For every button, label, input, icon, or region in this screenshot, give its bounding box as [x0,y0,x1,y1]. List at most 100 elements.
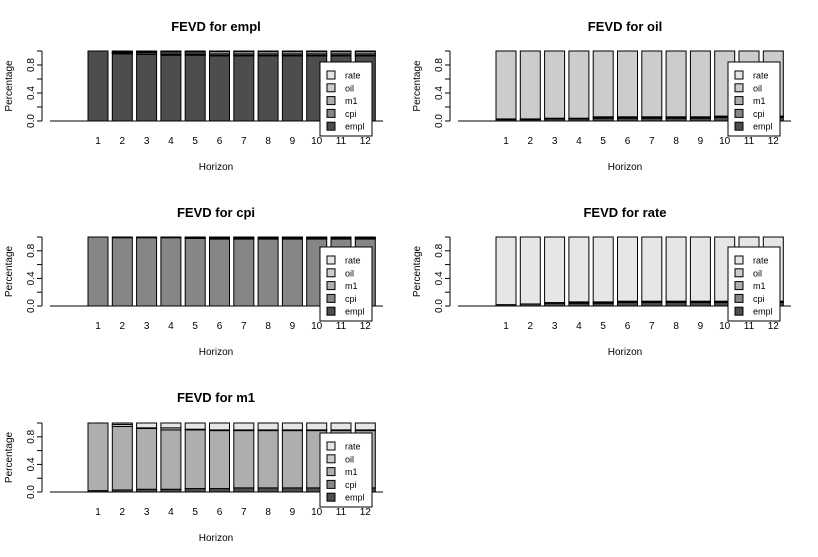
legend-swatch-m1 [326,281,336,291]
legend-label-cpi: cpi [345,294,357,304]
bar-segment-oil [519,50,541,120]
bar-segment-rate [354,236,376,239]
bar-segment-rate [160,50,182,53]
x-tick-label: 11 [336,321,347,332]
legend-label-oil: oil [345,454,354,464]
bar-segment-m1 [87,422,109,492]
legend-swatch-m1 [734,281,744,291]
bar-segment-rate [136,50,158,53]
x-tick-label: 10 [311,136,323,147]
y-axis-label: Percentage [4,245,15,297]
bar-segment-rate [330,422,352,431]
legend-swatch-empl [326,121,336,131]
legend-swatch-rate [326,255,336,265]
bar-segment-empl [184,488,206,493]
bar-segment-rate [209,50,230,53]
bar-segment-empl [111,53,133,122]
bar-segment-oil [544,50,566,119]
bar-segment-rate [184,422,206,430]
x-tick-label: 1 [95,507,101,518]
x-tick-label: 12 [768,321,780,332]
chart-title: FEVD for cpi [177,205,255,220]
legend-swatch-oil [326,83,336,93]
legend-label-oil: oil [345,268,354,278]
bar-segment-rate [689,236,711,302]
legend-label-m1: m1 [753,96,766,106]
bar-segment-empl [257,55,279,122]
y-axis-label: Percentage [4,60,15,112]
x-tick-label: 5 [600,136,606,147]
bar-segment-rate [354,50,376,53]
legend-label-empl: empl [345,307,365,317]
bar-segment-rate [184,236,206,239]
legend-swatch-oil [734,83,744,93]
bar-segment-empl [665,302,687,307]
bar-segment-cpi [111,237,133,307]
x-tick-label: 4 [576,136,582,147]
legend-swatch-empl [326,492,336,502]
legend-label-oil: oil [345,83,354,93]
x-tick-label: 12 [768,136,780,147]
x-tick-label: 2 [528,136,534,147]
legend-label-empl: empl [345,122,365,132]
bar-segment-rate [257,422,279,431]
x-tick-label: 2 [120,507,126,518]
bar-segment-rate [111,50,133,53]
legend-label-empl: empl [753,122,773,132]
bar-segment-rate [233,422,255,431]
legend-label-empl: empl [753,307,773,317]
bar-segment-cpi [209,238,230,307]
x-tick-label: 12 [360,507,372,518]
y-tick-label: 0.0 [26,114,37,128]
x-tick-label: 2 [528,321,534,332]
bar-segment-rate [233,236,255,239]
x-tick-label: 3 [144,136,150,147]
bar-segment-empl [209,55,230,122]
y-tick-label: 0.8 [26,58,37,72]
x-tick-label: 1 [95,136,101,147]
bar-segment-m1 [136,428,158,490]
bar-segment-rate [111,422,133,425]
legend-label-cpi: cpi [345,480,357,490]
bar-segment-empl [257,487,279,493]
bar-segment-rate [665,236,687,302]
legend-swatch-cpi [326,108,336,118]
y-tick-label: 0.8 [26,429,37,443]
bar-segment-rate [209,422,230,431]
bar-segment-rate [592,236,614,303]
bar-segment-rate [160,236,182,239]
bar-segment-m1 [281,430,303,489]
y-tick-label: 0.0 [26,485,37,499]
x-tick-label: 12 [360,136,372,147]
legend-swatch-cpi [734,108,744,118]
bar-segment-rate [281,422,303,431]
y-tick-label: 0.4 [26,457,37,471]
x-tick-label: 2 [120,321,126,332]
y-tick-label: 0.8 [26,243,37,257]
bar-segment-oil [617,50,638,118]
y-axis-label: Percentage [412,60,423,112]
x-tick-label: 10 [311,507,323,518]
x-tick-label: 8 [265,321,271,332]
bar-segment-rate [354,422,376,431]
x-axis-label: Horizon [199,533,233,544]
legend-swatch-m1 [326,467,336,477]
x-axis-label: Horizon [199,162,233,173]
x-tick-label: 6 [625,321,631,332]
y-tick-label: 0.4 [26,271,37,285]
x-tick-label: 11 [744,321,755,332]
bar-segment-empl [233,487,255,493]
x-tick-label: 10 [311,321,323,332]
x-tick-label: 5 [192,136,198,147]
legend-label-cpi: cpi [753,294,765,304]
bar-segment-empl [641,302,663,307]
legend-label-m1: m1 [345,281,358,291]
x-tick-label: 8 [673,321,679,332]
x-tick-label: 10 [719,136,731,147]
x-tick-label: 3 [552,321,558,332]
bar-segment-rate [306,422,328,431]
y-tick-label: 0.8 [434,58,445,72]
bar-segment-rate [281,236,303,239]
bar-segment-rate [568,236,590,303]
x-tick-label: 9 [290,321,296,332]
